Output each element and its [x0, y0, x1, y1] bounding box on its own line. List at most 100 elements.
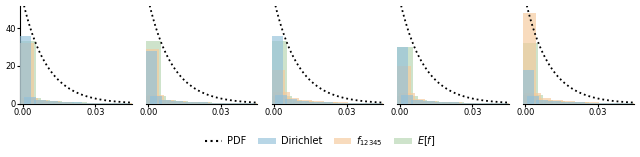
Bar	[77, 103, 99, 104]
Bar	[597, 103, 609, 104]
Bar	[333, 103, 346, 104]
Bar	[532, 100, 553, 104]
Bar	[273, 92, 290, 104]
Bar	[353, 103, 374, 104]
Bar	[271, 96, 292, 104]
Bar	[517, 43, 538, 104]
Bar	[205, 103, 222, 104]
Bar	[544, 101, 565, 104]
Bar	[329, 103, 350, 104]
Bar	[568, 102, 589, 104]
Bar	[116, 103, 133, 104]
Bar	[343, 103, 360, 104]
Bar	[21, 98, 38, 104]
Bar	[218, 103, 234, 104]
Bar	[145, 51, 157, 104]
Bar	[548, 101, 561, 104]
Bar	[582, 102, 599, 104]
Bar	[232, 103, 244, 104]
Bar	[157, 100, 174, 104]
Bar	[457, 103, 474, 104]
Bar	[145, 96, 166, 104]
Bar	[534, 98, 551, 104]
Bar	[358, 103, 370, 104]
Bar	[604, 103, 626, 104]
Bar	[467, 103, 488, 104]
Bar	[184, 102, 196, 104]
Bar	[433, 102, 449, 104]
Bar	[155, 100, 176, 104]
Bar	[17, 43, 33, 104]
Bar	[172, 101, 184, 104]
Bar	[341, 103, 362, 104]
Bar	[15, 41, 36, 104]
Bar	[193, 102, 210, 104]
Bar	[150, 96, 162, 104]
Bar	[29, 100, 50, 104]
Bar	[546, 100, 563, 104]
Bar	[609, 103, 621, 104]
Bar	[481, 103, 498, 104]
Bar	[331, 102, 348, 104]
Bar	[94, 103, 106, 104]
Bar	[401, 95, 413, 104]
Bar	[593, 103, 614, 104]
Bar	[208, 103, 220, 104]
Bar	[420, 101, 437, 104]
Bar	[280, 100, 301, 104]
Bar	[483, 103, 495, 104]
Bar	[79, 103, 97, 104]
Bar	[447, 102, 459, 104]
Bar	[196, 102, 208, 104]
Bar	[82, 103, 94, 104]
Bar	[491, 103, 512, 104]
Bar	[307, 101, 324, 104]
Bar	[227, 103, 248, 104]
Bar	[396, 96, 418, 104]
Bar	[65, 102, 86, 104]
Bar	[479, 103, 500, 104]
Bar	[275, 95, 287, 104]
Bar	[239, 103, 260, 104]
Bar	[203, 103, 225, 104]
Bar	[147, 95, 164, 104]
Bar	[580, 103, 602, 104]
Bar	[142, 49, 159, 104]
Bar	[396, 47, 408, 104]
Bar	[408, 99, 425, 104]
Bar	[495, 103, 508, 104]
Bar	[106, 103, 118, 104]
Bar	[493, 103, 510, 104]
Bar	[399, 93, 415, 104]
Bar	[169, 101, 186, 104]
Bar	[471, 103, 483, 104]
Bar	[305, 102, 326, 104]
Bar	[411, 100, 423, 104]
Bar	[118, 103, 131, 104]
Bar	[191, 102, 212, 104]
Bar	[346, 103, 358, 104]
Bar	[92, 103, 109, 104]
Bar	[297, 101, 309, 104]
Bar	[570, 102, 588, 104]
Bar	[271, 36, 282, 104]
Bar	[159, 100, 172, 104]
Bar	[621, 103, 633, 104]
Bar	[317, 102, 338, 104]
Bar	[524, 93, 541, 104]
Bar	[520, 13, 536, 104]
Bar	[468, 103, 486, 104]
Bar	[556, 102, 577, 104]
Bar	[561, 102, 573, 104]
Bar	[392, 47, 413, 104]
Bar	[435, 102, 447, 104]
Bar	[370, 103, 382, 104]
Bar	[394, 66, 411, 104]
Bar	[24, 97, 36, 104]
Bar	[220, 103, 232, 104]
Bar	[266, 41, 287, 104]
Bar	[616, 103, 638, 104]
Bar	[319, 102, 336, 104]
Bar	[454, 103, 476, 104]
Bar	[442, 102, 463, 104]
